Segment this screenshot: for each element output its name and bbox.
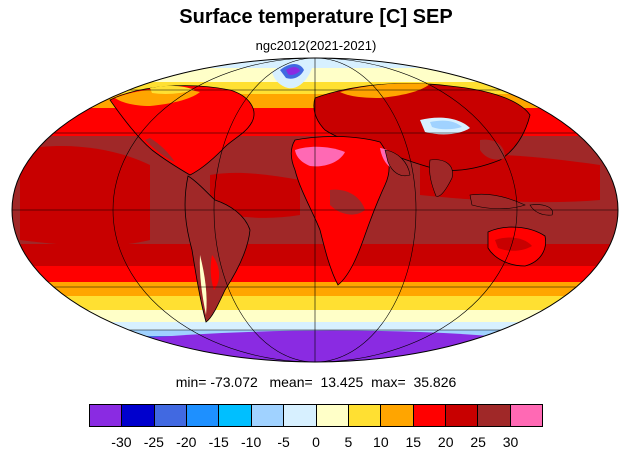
max-label: max= [371, 374, 406, 390]
colorbar-box [251, 405, 285, 426]
colorbar-box [381, 405, 414, 426]
colorbar-tick-label: 15 [405, 434, 422, 450]
colorbar-tick-label: 5 [344, 434, 353, 450]
mollweide-temperature-map [11, 57, 619, 363]
colorbar-labels: -30 -25 -20 -15 -10 -5 0 5 10 15 20 25 30 [89, 434, 543, 452]
mean-label: mean= [269, 374, 313, 390]
colorbar-box [219, 405, 252, 426]
statistics-line: min= -73.072 mean= 13.425 max= 35.826 [0, 374, 632, 390]
colorbar-box [478, 405, 511, 426]
colorbar-tick-label: 0 [312, 434, 320, 450]
colorbar-box [284, 405, 317, 426]
min-value: -73.072 [210, 374, 258, 390]
colorbar-tick-label: 20 [437, 434, 454, 450]
colorbar-box [316, 405, 349, 426]
colorbar [89, 404, 543, 427]
colorbar-tick-label: -15 [208, 434, 229, 450]
colorbar-box [510, 405, 543, 426]
mean-value: 13.425 [320, 374, 364, 390]
colorbar-box [154, 405, 188, 426]
colorbar-tick-label: -5 [277, 434, 290, 450]
colorbar-box [445, 405, 479, 426]
max-value: 35.826 [413, 374, 457, 390]
colorbar-box [90, 405, 123, 426]
plot-subtitle: ngc2012(2021-2021) [255, 38, 377, 53]
colorbar-tick-label: -20 [176, 434, 197, 450]
colorbar-tick-label: 10 [373, 434, 389, 450]
colorbar-box [122, 405, 155, 426]
colorbar-tick-label: -30 [111, 434, 132, 450]
colorbar-box [413, 405, 446, 426]
plot-title: Surface temperature [C] SEP [179, 6, 453, 28]
colorbar-tick-label: -10 [241, 434, 262, 450]
min-label: min= [175, 374, 207, 390]
colorbar-tick-label: -25 [143, 434, 164, 450]
colorbar-tick-label: 30 [502, 434, 519, 450]
colorbar-tick-label: 25 [470, 434, 486, 450]
colorbar-box [348, 405, 382, 426]
colorbar-box [187, 405, 220, 426]
